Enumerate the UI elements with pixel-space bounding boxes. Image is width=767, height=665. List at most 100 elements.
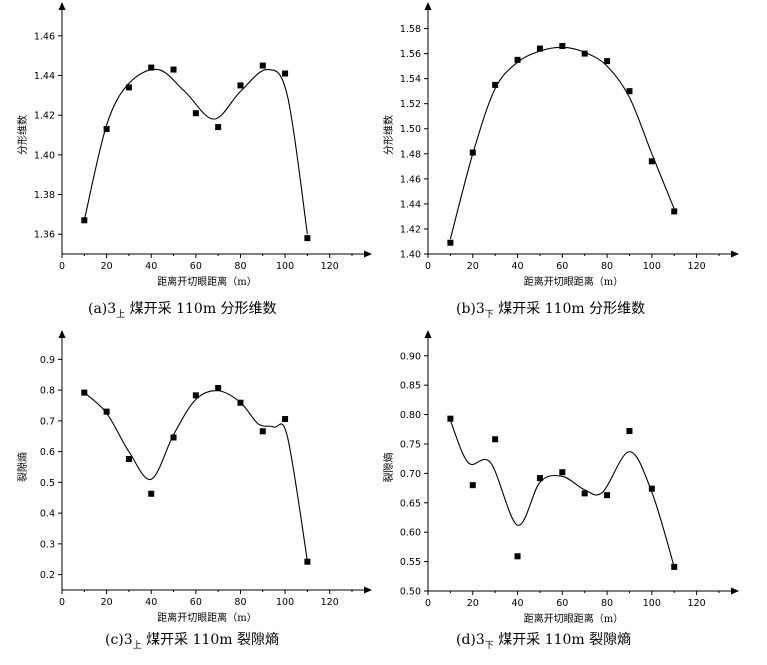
y-tick-label: 0.65 <box>400 498 421 509</box>
data-point <box>103 126 110 133</box>
caption-d-sub: 下 <box>484 641 494 651</box>
y-tick-label: 1.42 <box>400 224 421 235</box>
x-axis-arrow <box>364 586 372 594</box>
y-tick-label: 0.3 <box>40 539 55 550</box>
data-point <box>559 43 566 50</box>
y-tick-label: 1.52 <box>400 99 421 110</box>
x-tick-label: 0 <box>425 598 431 609</box>
y-tick-label: 0.60 <box>400 528 421 539</box>
data-point <box>536 475 543 482</box>
y-tick-label: 0.2 <box>40 570 55 581</box>
x-tick-label: 60 <box>556 598 568 609</box>
y-tick-label: 1.54 <box>400 74 421 85</box>
x-tick-label: 80 <box>601 598 613 609</box>
y-tick-label: 1.56 <box>400 49 421 60</box>
y-tick-label: 1.40 <box>400 250 421 261</box>
data-point <box>492 436 499 443</box>
x-tick-label: 80 <box>601 261 613 272</box>
data-point <box>103 408 110 415</box>
y-axis-title: 分形维数 <box>382 115 395 155</box>
x-axis-arrow <box>364 250 372 258</box>
data-point <box>259 428 266 435</box>
data-point <box>282 70 289 77</box>
fit-curve <box>449 46 675 240</box>
y-tick-label: 0.6 <box>40 447 55 458</box>
y-tick-label: 0.4 <box>40 509 55 520</box>
x-tick-label: 120 <box>688 598 706 609</box>
x-tick-label: 20 <box>467 261 479 272</box>
caption-b-suffix: 煤开采 110m 分形维数 <box>493 301 646 317</box>
chart-panel-c: 0 20 40 60 80 100 120 0.2 0.3 0.4 0.5 0.6 0.7 0.8 0.9 距… <box>0 330 384 665</box>
data-point <box>671 208 678 215</box>
data-point <box>125 84 132 91</box>
data-point <box>125 456 132 463</box>
x-tick-label: 60 <box>190 261 202 272</box>
chart-panel-d: 0 20 40 60 80 100 120 0.50 0.55 0.60 0.65 0.70 0.75 0… <box>382 330 767 665</box>
chart-c: 0 20 40 60 80 100 120 0.2 0.3 0.4 0.5 0.6 0.7 0.8 0.9 距… <box>16 330 372 624</box>
data-point <box>192 392 199 399</box>
chart-a: 0 20 40 60 80 100 120 1.36 1.38 1.40 1.42 1.44 1.46 距… <box>16 2 372 288</box>
data-point <box>469 482 476 489</box>
y-tick-label: 1.50 <box>400 124 421 135</box>
x-tick-label: 100 <box>643 261 661 272</box>
x-tick-label: 0 <box>59 597 65 608</box>
fit-curve <box>83 390 308 561</box>
x-tick-label: 100 <box>276 597 294 608</box>
x-tick-label: 60 <box>190 597 202 608</box>
y-tick-label: 1.44 <box>34 71 55 82</box>
x-tick-label: 120 <box>688 261 706 272</box>
x-axis-title: 距离开切眼距离（m） <box>157 275 256 288</box>
y-axis-title: 分形维数 <box>16 115 29 155</box>
caption-a-prefix: (a)3 <box>88 301 117 317</box>
fit-curve <box>449 420 675 568</box>
chart-panel-b: 0 20 40 60 80 100 120 1.40 1.42 1.44 1.46 1.48 1.50 1… <box>382 0 767 332</box>
y-tick-label: 0.5 <box>40 478 55 489</box>
y-axis-arrow <box>58 2 66 10</box>
x-tick-label: 20 <box>467 598 479 609</box>
data-point <box>492 81 499 88</box>
y-tick-label: 1.46 <box>34 31 55 42</box>
y-tick-label: 1.48 <box>400 149 421 160</box>
caption-c-prefix: (c)3 <box>105 632 133 648</box>
y-tick-label: 0.50 <box>400 587 421 598</box>
data-point <box>604 58 611 65</box>
x-tick-label: 0 <box>425 261 431 272</box>
x-tick-label: 80 <box>234 597 246 608</box>
data-point <box>237 82 244 89</box>
x-tick-label: 40 <box>511 598 523 609</box>
fit-curve <box>83 68 308 235</box>
data-point <box>648 485 655 492</box>
y-tick-label: 1.36 <box>34 230 55 241</box>
x-tick-label: 120 <box>321 597 339 608</box>
data-point <box>536 45 543 52</box>
caption-d-prefix: (d)3 <box>456 632 485 648</box>
x-tick-label: 100 <box>276 261 294 272</box>
data-point <box>514 553 521 560</box>
data-point <box>514 56 521 63</box>
data-point <box>237 399 244 406</box>
x-tick-label: 80 <box>234 261 246 272</box>
data-point <box>626 428 633 435</box>
caption-d: (d)3下 煤开采 110m 裂隙熵 <box>456 629 632 651</box>
y-tick-label: 0.9 <box>40 355 55 366</box>
data-point <box>648 158 655 165</box>
data-point <box>259 62 266 69</box>
x-tick-label: 40 <box>145 597 157 608</box>
x-axis-arrow <box>731 587 739 595</box>
caption-c-suffix: 煤开采 110m 裂隙熵 <box>141 632 280 648</box>
data-point <box>81 389 88 396</box>
y-tick-label: 0.75 <box>400 439 421 450</box>
caption-a-suffix: 煤开采 110m 分形维数 <box>125 301 277 317</box>
data-point <box>469 149 476 156</box>
caption-d-suffix: 煤开采 110m 裂隙熵 <box>493 632 632 648</box>
y-tick-label: 0.80 <box>400 410 421 421</box>
data-point <box>304 558 311 565</box>
y-tick-label: 1.46 <box>400 174 421 185</box>
data-point <box>604 492 611 499</box>
data-point <box>559 469 566 476</box>
y-tick-label: 1.58 <box>400 24 421 35</box>
chart-b: 0 20 40 60 80 100 120 1.40 1.42 1.44 1.46 1.48 1.50 1… <box>382 2 739 288</box>
caption-c-sub: 上 <box>132 641 142 651</box>
caption-c: (c)3上 煤开采 110m 裂隙熵 <box>105 629 280 651</box>
caption-b-prefix: (b)3 <box>456 301 485 317</box>
